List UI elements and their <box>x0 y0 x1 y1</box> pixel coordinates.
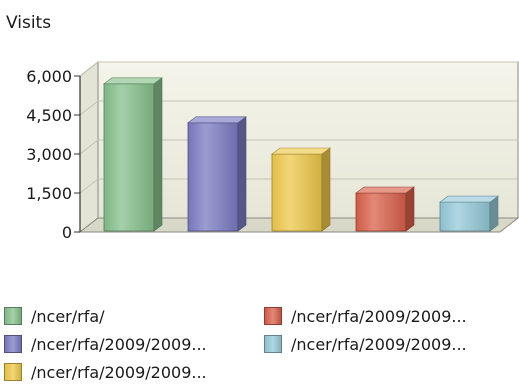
bars <box>103 77 499 232</box>
bar-side <box>237 116 247 232</box>
bar-top <box>187 116 247 124</box>
bar-side <box>321 147 331 232</box>
y-tick-label: 4,500 <box>26 106 72 125</box>
legend-item: /ncer/rfa/2009/2009... <box>264 333 467 355</box>
bar-front <box>271 153 323 232</box>
legend-swatch <box>264 307 282 325</box>
y-tick-label: 6,000 <box>26 67 72 86</box>
bar-side <box>405 186 415 232</box>
legend-item: /ncer/rfa/ <box>4 305 105 327</box>
bar-top <box>355 186 415 194</box>
legend-swatch <box>4 363 22 381</box>
bar-chart: Visits 0 1,500 3,000 4,500 6,000 <box>6 13 519 242</box>
legend-swatch <box>4 307 22 325</box>
bar <box>103 77 163 232</box>
bar <box>355 186 415 232</box>
legend-item: /ncer/rfa/2009/2009... <box>4 333 207 355</box>
y-tick-label: 0 <box>62 223 72 242</box>
bar <box>439 195 499 232</box>
bar-front <box>439 201 491 232</box>
y-tick-label: 3,000 <box>26 145 72 164</box>
gridline-side <box>79 100 99 116</box>
legend: /ncer/rfa/ /ncer/rfa/2009/2009... /ncer/rf… <box>0 305 519 389</box>
legend-label: /ncer/rfa/2009/2009... <box>291 334 467 354</box>
legend-item: /ncer/rfa/2009/2009... <box>4 361 207 383</box>
bar <box>187 116 247 232</box>
legend-label: /ncer/rfa/ <box>31 306 105 326</box>
bar-front <box>187 122 239 232</box>
bar-top <box>439 195 499 203</box>
bar-front <box>355 192 407 232</box>
chart-title: Visits <box>6 13 51 33</box>
legend-label: /ncer/rfa/2009/2009... <box>291 306 467 326</box>
legend-swatch <box>4 335 22 353</box>
bar-top <box>271 147 331 155</box>
y-tick-label: 1,500 <box>26 184 72 203</box>
legend-label: /ncer/rfa/2009/2009... <box>31 362 207 382</box>
bar-top <box>103 77 163 85</box>
legend-item: /ncer/rfa/2009/2009... <box>264 305 467 327</box>
gridline-side <box>79 139 99 155</box>
legend-label: /ncer/rfa/2009/2009... <box>31 334 207 354</box>
bar-front <box>103 83 155 232</box>
bar <box>271 147 331 232</box>
y-axis: 0 1,500 3,000 4,500 6,000 <box>26 67 81 242</box>
legend-swatch <box>264 335 282 353</box>
gridline-side <box>79 61 99 77</box>
bar-side <box>153 77 163 232</box>
gridline-side <box>79 178 99 194</box>
